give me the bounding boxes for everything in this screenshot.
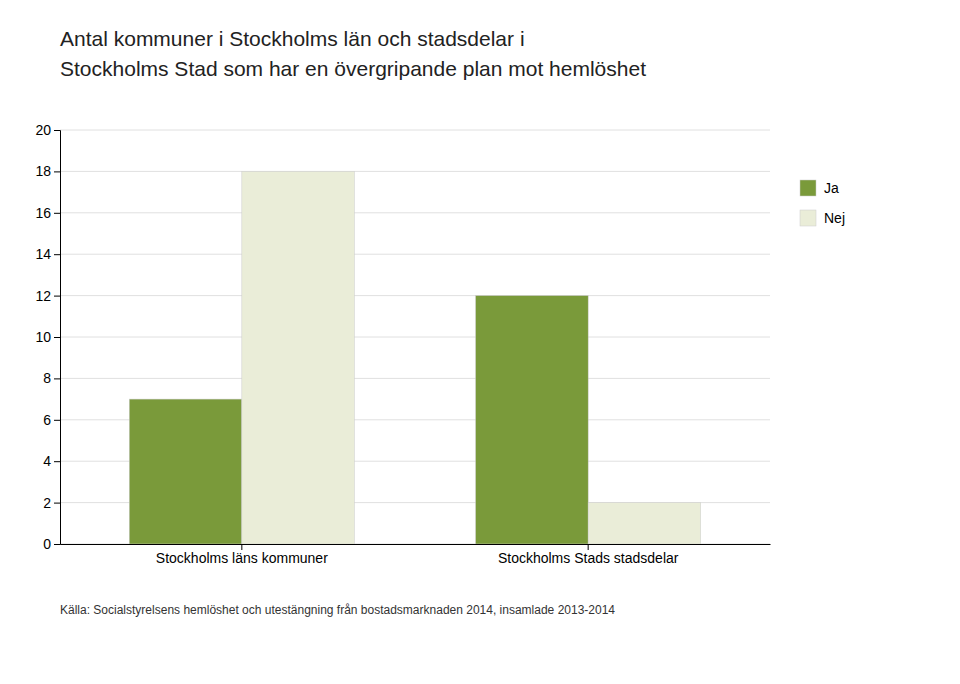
tick: 0 <box>43 536 60 552</box>
tick-label: 0 <box>43 536 51 552</box>
x-axis: Stockholms läns kommuner Stockholms Stads… <box>61 544 771 566</box>
tick: 6 <box>43 412 60 428</box>
tick-mark <box>54 130 60 131</box>
grid-line <box>60 295 770 296</box>
chart: Antal kommuner i Stockholms län och stad… <box>0 0 960 684</box>
tick: Stockholms Stads stadsdelar <box>498 544 679 566</box>
grid-line <box>60 212 770 213</box>
tick-label: Stockholms läns kommuner <box>156 550 328 566</box>
grid <box>60 130 770 544</box>
tick: 14 <box>35 246 60 262</box>
series <box>129 296 588 544</box>
legend-swatch <box>800 210 816 226</box>
axis-line <box>61 544 771 545</box>
tick: 8 <box>43 370 60 386</box>
tick: 16 <box>35 205 60 221</box>
legend-label: Ja <box>824 180 839 196</box>
title: Stockholms Stad som har en övergripande … <box>60 57 646 80</box>
tick-label: 20 <box>35 122 51 138</box>
tick-label: 12 <box>35 288 51 304</box>
tick-mark <box>54 296 60 297</box>
tick-mark <box>54 337 60 338</box>
tick-mark <box>54 254 60 255</box>
bars <box>129 171 700 544</box>
tick-mark <box>54 420 60 421</box>
series <box>242 171 701 544</box>
legend-swatch <box>800 180 816 196</box>
legend-item: Nej <box>800 210 845 226</box>
tick-label: 6 <box>43 412 51 428</box>
tick-label: 8 <box>43 370 51 386</box>
tick-mark <box>54 503 60 504</box>
tick: Stockholms läns kommuner <box>156 544 328 566</box>
y-axis: 0 2 4 6 8 10 12 14 16 18 20 <box>35 122 60 552</box>
grid-line <box>60 337 770 338</box>
title: Antal kommuner i Stockholms län och stad… <box>60 27 525 50</box>
tick-label: 4 <box>43 453 51 469</box>
plot: 0 2 4 6 8 10 12 14 16 18 20 Stockholms läns kommune… <box>35 122 770 566</box>
legend-item: Ja <box>800 180 839 196</box>
grid-line <box>60 378 770 379</box>
source: Källa: Socialstyrelsens hemlöshet och ut… <box>60 603 615 617</box>
tick-mark <box>54 544 60 545</box>
tick: 4 <box>43 453 60 469</box>
tick-label: 14 <box>35 246 51 262</box>
grid-line <box>60 130 770 131</box>
tick-label: 2 <box>43 495 51 511</box>
tick-label: 10 <box>35 329 51 345</box>
bar <box>588 503 701 544</box>
tick-mark <box>54 461 60 462</box>
tick-label: 16 <box>35 205 51 221</box>
tick: 12 <box>35 288 60 304</box>
tick-mark <box>54 378 60 379</box>
tick-label: Stockholms Stads stadsdelar <box>498 550 679 566</box>
tick: 20 <box>35 122 60 138</box>
axis-line <box>54 131 61 545</box>
grid-line <box>60 171 770 172</box>
bar <box>129 399 242 544</box>
tick: 2 <box>43 495 60 511</box>
tick-label: 18 <box>35 163 51 179</box>
tick: 18 <box>35 163 60 179</box>
bar <box>242 171 355 544</box>
grid-line <box>60 254 770 255</box>
tick-mark <box>54 171 60 172</box>
bar <box>476 296 589 544</box>
legend-label: Nej <box>824 210 845 226</box>
tick-mark <box>54 213 60 214</box>
legend: Ja Nej <box>800 180 845 226</box>
tick: 10 <box>35 329 60 345</box>
